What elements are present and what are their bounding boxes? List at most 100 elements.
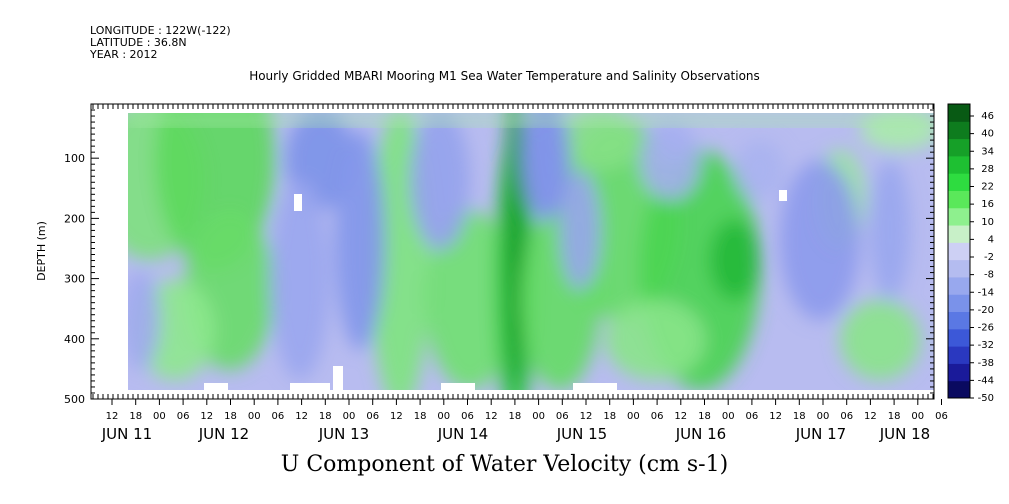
missing-data-patch <box>290 383 330 391</box>
field-blob <box>870 160 910 300</box>
x-day-label: JUN 12 <box>198 425 249 443</box>
x-hour-tick-label: 00 <box>153 411 166 422</box>
x-day-label: JUN 16 <box>675 425 726 443</box>
y-tick-label: 300 <box>64 273 85 286</box>
colorbar-swatch <box>948 328 970 347</box>
colorbar-label: 34 <box>981 146 994 157</box>
x-hour-tick-label: 06 <box>651 411 664 422</box>
missing-data-patch <box>573 383 617 391</box>
x-hour-tick-label: 12 <box>864 411 877 422</box>
colorbar-swatch <box>948 225 970 243</box>
x-hour-tick-label: 12 <box>485 411 498 422</box>
x-hour-tick-label: 00 <box>248 411 261 422</box>
field-blob <box>335 130 385 350</box>
colorbar-swatch <box>948 207 970 226</box>
missing-data-patch <box>779 190 787 201</box>
x-hour-tick-label: 06 <box>556 411 569 422</box>
colorbar-label: -32 <box>978 340 994 351</box>
colorbar-label: -38 <box>978 358 994 369</box>
latitude-label: LATITUDE : 36.8N <box>90 36 187 49</box>
x-hour-tick-label: 18 <box>793 411 806 422</box>
x-day-label: JUN 17 <box>795 425 846 443</box>
longitude-label: LONGITUDE : 122W(-122) <box>90 24 231 37</box>
field-blob <box>560 113 640 170</box>
x-day-label: JUN 11 <box>101 425 152 443</box>
field-blob <box>410 113 470 250</box>
x-hour-tick-label: 12 <box>295 411 308 422</box>
colorbar-swatch <box>948 380 970 399</box>
x-hour-tick-label: 18 <box>603 411 616 422</box>
colorbar-label: 16 <box>981 199 994 210</box>
x-hour-tick-label: 12 <box>580 411 593 422</box>
colorbar-swatch <box>948 121 970 140</box>
y-tick-label: 100 <box>64 152 85 165</box>
colorbar-label: -44 <box>978 375 994 386</box>
colorbar-label: -8 <box>984 270 994 281</box>
x-hour-tick-label: 18 <box>319 411 332 422</box>
x-hour-tick-label: 00 <box>722 411 735 422</box>
field-blob <box>840 300 920 380</box>
field-blob <box>640 120 700 200</box>
field-blob <box>505 113 525 390</box>
colorbar-label: -26 <box>978 323 994 334</box>
x-hour-tick-label: 06 <box>366 411 379 422</box>
colorbar-label: 46 <box>981 111 994 122</box>
x-hour-tick-label: 18 <box>509 411 522 422</box>
x-hour-tick-label: 06 <box>840 411 853 422</box>
missing-data-patch <box>294 194 302 211</box>
missing-data-patch <box>441 383 475 391</box>
colorbar-label: 22 <box>981 182 994 193</box>
x-hour-tick-label: 18 <box>224 411 237 422</box>
x-hour-tick-label: 18 <box>129 411 142 422</box>
surface-band <box>128 113 934 127</box>
chart-title: Hourly Gridded MBARI Mooring M1 Sea Wate… <box>249 69 760 83</box>
x-axis-label: U Component of Water Velocity (cm s-1) <box>280 452 729 477</box>
field-blob <box>520 113 570 220</box>
colorbar-swatch <box>948 346 970 364</box>
x-hour-tick-label: 00 <box>532 411 545 422</box>
x-hour-tick-label: 06 <box>177 411 190 422</box>
field-blob <box>560 170 600 290</box>
colorbar-label: -14 <box>978 287 994 298</box>
colorbar-swatch <box>948 190 970 209</box>
y-tick-label: 200 <box>64 212 85 225</box>
x-hour-tick-label: 00 <box>343 411 356 422</box>
x-hour-tick-label: 18 <box>414 411 427 422</box>
colorbar-label: 10 <box>981 217 994 228</box>
x-day-label: JUN 13 <box>318 425 369 443</box>
x-hour-tick-label: 06 <box>746 411 759 422</box>
x-hour-tick-label: 06 <box>461 411 474 422</box>
x-hour-tick-label: 12 <box>200 411 213 422</box>
colorbar-swatch <box>948 155 970 174</box>
y-tick-label: 400 <box>64 333 85 346</box>
x-hour-tick-label: 00 <box>817 411 830 422</box>
y-axis-label: DEPTH (m) <box>35 221 48 281</box>
colorbar-label: 40 <box>981 129 994 140</box>
x-hour-tick-label: 00 <box>911 411 924 422</box>
x-hour-tick-label: 12 <box>106 411 119 422</box>
x-hour-tick-label: 12 <box>674 411 687 422</box>
colorbar-swatch <box>948 259 970 278</box>
colorbar-swatch <box>948 363 970 382</box>
x-hour-tick-label: 06 <box>272 411 285 422</box>
colorbar-label: 28 <box>981 164 994 175</box>
field-blob <box>780 160 860 320</box>
x-hour-tick-label: 00 <box>627 411 640 422</box>
colorbar-swatch <box>948 138 970 157</box>
missing-data-patch <box>333 366 343 391</box>
x-hour-tick-label: 12 <box>390 411 403 422</box>
colorbar-swatch <box>948 294 970 313</box>
x-hour-tick-label: 18 <box>888 411 901 422</box>
colorbar-swatch <box>948 276 970 295</box>
year-label: YEAR : 2012 <box>90 48 158 61</box>
colorbar-frame <box>947 103 971 399</box>
x-day-label: JUN 18 <box>879 425 930 443</box>
colorbar-label: -2 <box>984 252 994 263</box>
colorbar-label: -20 <box>978 305 994 316</box>
x-day-label: JUN 14 <box>437 425 488 443</box>
colorbar-swatch <box>948 104 970 122</box>
colorbar-label: -50 <box>978 393 994 404</box>
field-blob <box>128 270 160 370</box>
field-pattern <box>128 113 934 390</box>
